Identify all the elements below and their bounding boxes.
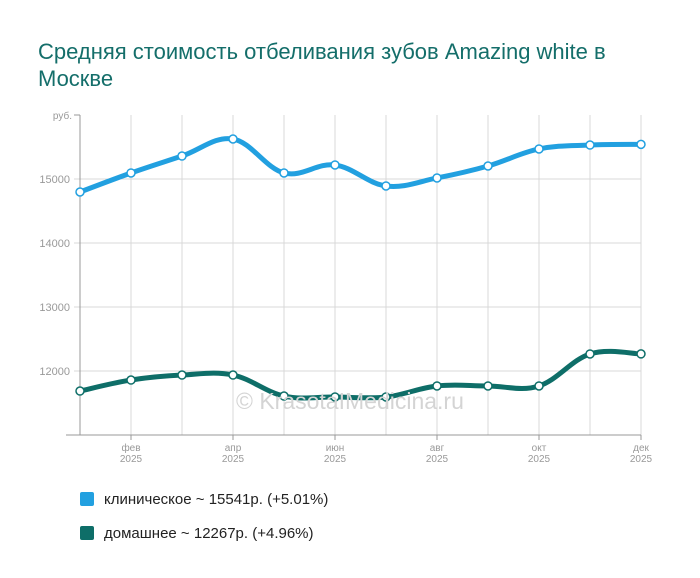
x-tick-label-month: дек	[633, 443, 649, 454]
x-tick-label-month: апр	[225, 443, 242, 454]
x-tick-label-month: фев	[121, 442, 140, 454]
y-tick-label: 15000	[39, 174, 70, 186]
legend-swatch-home	[80, 526, 94, 540]
data-point-clinical	[75, 187, 85, 197]
x-tick-label-month: июн	[326, 443, 345, 454]
chart-title: Средняя стоимость отбеливания зубов Amaz…	[38, 39, 606, 91]
data-point-clinical	[432, 173, 442, 183]
data-point-home	[228, 370, 238, 380]
legend-swatch-clinical	[80, 492, 94, 506]
data-point-home	[126, 375, 136, 385]
data-point-home	[432, 381, 442, 391]
data-point-home	[483, 381, 493, 391]
legend-label-home: домашнее ~ 12267р. (+4.96%)	[104, 524, 314, 542]
data-point-home	[636, 349, 646, 359]
data-point-clinical	[126, 168, 136, 178]
data-point-clinical	[534, 144, 544, 154]
data-point-home	[75, 386, 85, 396]
legend-item-clinical[interactable]: клиническое ~ 15541р. (+5.01%)	[80, 482, 328, 516]
data-point-home	[177, 370, 187, 380]
y-axis-unit-label: руб.	[53, 110, 72, 122]
data-point-clinical	[177, 151, 187, 161]
legend-label-clinical: клиническое ~ 15541р. (+5.01%)	[104, 490, 329, 508]
series-line-clinical	[77, 136, 644, 195]
watermark: © KrasotaIMedicina.ru	[236, 388, 464, 414]
x-tick-label-year: 2025	[120, 454, 143, 465]
data-point-clinical	[483, 161, 493, 171]
legend-item-home[interactable]: домашнее ~ 12267р. (+4.96%)	[80, 516, 328, 550]
data-point-clinical	[585, 140, 595, 150]
x-tick-label-year: 2025	[528, 454, 551, 465]
data-point-home	[279, 391, 289, 401]
data-point-clinical	[381, 181, 391, 191]
data-point-home	[330, 392, 340, 402]
data-point-home	[534, 381, 544, 391]
x-tick-label-month: авг	[430, 443, 445, 454]
data-point-home	[381, 392, 391, 402]
x-tick-label-month: окт	[532, 443, 547, 454]
data-point-clinical	[330, 160, 340, 170]
y-tick-label: 14000	[39, 238, 70, 250]
legend: клиническое ~ 15541р. (+5.01%) домашнее …	[80, 482, 328, 550]
data-point-home	[585, 349, 595, 359]
y-tick-label: 12000	[39, 366, 70, 378]
y-tick-label: 13000	[39, 302, 70, 314]
data-point-clinical	[228, 134, 238, 144]
x-tick-label-year: 2025	[630, 454, 653, 465]
x-tick-label-year: 2025	[426, 454, 449, 465]
data-point-clinical	[636, 139, 646, 150]
data-point-clinical	[279, 168, 289, 178]
x-tick-label-year: 2025	[222, 454, 245, 465]
x-tick-label-year: 2025	[324, 454, 347, 465]
